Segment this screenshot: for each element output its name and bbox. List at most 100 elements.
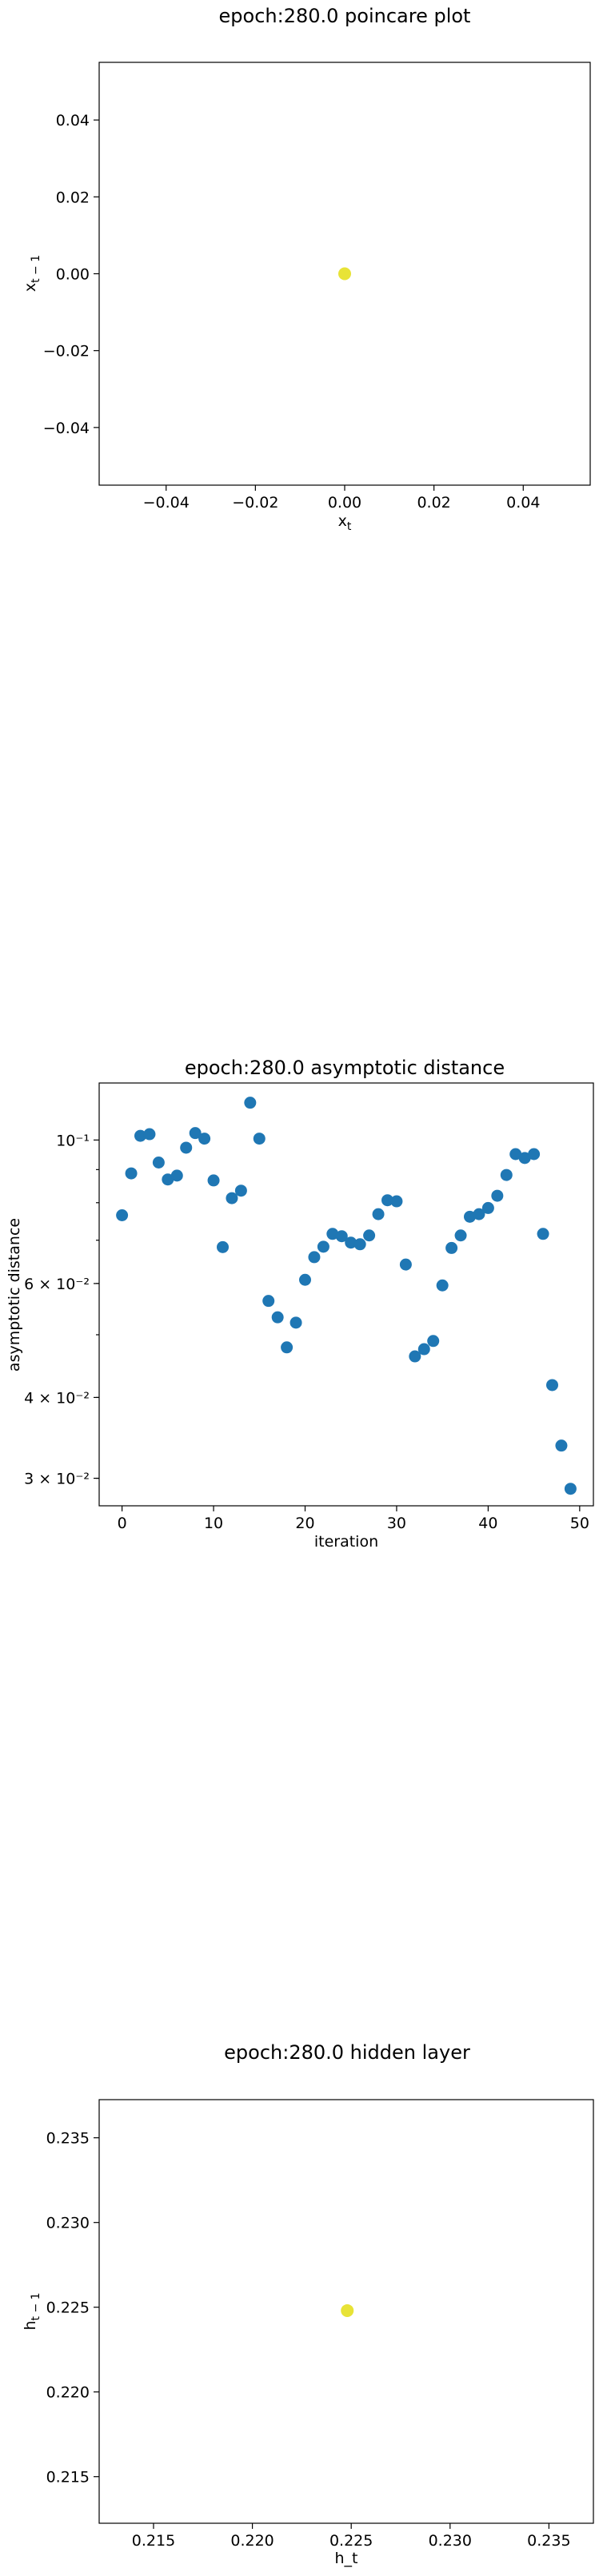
poincare-plot-xtick-label: −0.04	[143, 494, 190, 512]
asymptotic-distance-point	[152, 1157, 165, 1169]
asymptotic-distance-point	[244, 1097, 257, 1109]
asymptotic-distance-point	[308, 1251, 321, 1264]
asymptotic-distance-point	[473, 1208, 485, 1220]
asymptotic-distance-ytick-label: 10⁻¹	[56, 1132, 90, 1149]
asymptotic-distance-points	[116, 1097, 577, 1495]
poincare-plot-ytick-label: 0.04	[56, 112, 90, 129]
asymptotic-distance-point	[372, 1208, 385, 1220]
hidden-layer-ytick-label: 0.220	[46, 2384, 90, 2402]
asymptotic-distance-point	[180, 1141, 193, 1154]
asymptotic-distance-point	[262, 1295, 275, 1308]
asymptotic-distance-point	[409, 1350, 421, 1363]
poincare-plot-points	[338, 267, 351, 281]
asymptotic-distance-point	[363, 1229, 376, 1242]
asymptotic-distance-xlabel: iteration	[314, 1533, 378, 1551]
asymptotic-distance-point	[464, 1210, 476, 1223]
hidden-layer-points	[341, 2303, 354, 2317]
asymptotic-distance-point	[500, 1169, 513, 1181]
hidden-layer-ytick-label: 0.235	[46, 2130, 90, 2148]
poincare-plot-chart: epoch:280.0 poincare plot −0.04 −0.02 0.00…	[22, 5, 591, 533]
asymptotic-distance-point	[509, 1148, 522, 1161]
hidden-layer-xtick-label: 0.225	[329, 2532, 373, 2550]
asymptotic-distance-point	[427, 1335, 440, 1348]
poincare-plot-ytick-label: 0.00	[56, 266, 90, 284]
asymptotic-distance-point	[317, 1240, 329, 1253]
asymptotic-distance-point	[299, 1273, 311, 1286]
asymptotic-distance-xtick-label: 0	[118, 1515, 127, 1532]
asymptotic-distance-point	[481, 1201, 494, 1214]
poincare-plot-xtick-label: 0.00	[328, 494, 361, 512]
asymptotic-distance-point	[417, 1343, 430, 1356]
asymptotic-distance-chart: epoch:280.0 asymptotic distance 0 10 20 30 4…	[6, 1057, 594, 1551]
asymptotic-distance-point	[528, 1148, 541, 1161]
asymptotic-distance-xtick-label: 30	[387, 1515, 406, 1532]
hidden-layer-ytick-label: 0.230	[46, 2215, 90, 2232]
asymptotic-distance-point	[125, 1167, 138, 1180]
asymptotic-distance-point	[555, 1439, 568, 1452]
hidden-layer-ylabel: ht − 1	[22, 2292, 42, 2330]
hidden-layer-xtick-label: 0.235	[527, 2532, 570, 2550]
hidden-layer-xlabel: h_t	[335, 2550, 358, 2567]
hidden-layer-ytick-label: 0.225	[46, 2299, 90, 2317]
asymptotic-distance-point	[217, 1240, 229, 1253]
poincare-plot-xtick-label: −0.02	[232, 494, 278, 512]
poincare-plot-point	[338, 267, 351, 281]
hidden-layer-frame	[98, 2099, 594, 2524]
asymptotic-distance-point	[353, 1238, 366, 1251]
asymptotic-distance-point	[290, 1316, 302, 1329]
asymptotic-distance-ticks: 0 10 20 30 40 50 10⁻¹ 6 × 10⁻² 4 × 10⁻² 3 × 10⁻²	[24, 1132, 589, 1532]
asymptotic-distance-point	[271, 1311, 284, 1324]
asymptotic-distance-point	[399, 1258, 412, 1271]
asymptotic-distance-point	[491, 1189, 504, 1202]
asymptotic-distance-frame	[98, 1082, 594, 1507]
asymptotic-distance-xtick-label: 10	[204, 1515, 223, 1532]
asymptotic-distance-point	[564, 1483, 577, 1495]
hidden-layer-xtick-label: 0.215	[132, 2532, 175, 2550]
asymptotic-distance-ytick-label: 3 × 10⁻²	[24, 1471, 90, 1488]
asymptotic-distance-point	[537, 1228, 549, 1240]
asymptotic-distance-point	[162, 1173, 174, 1186]
poincare-plot-xlabel: xt	[338, 512, 352, 533]
asymptotic-distance-point	[335, 1230, 348, 1243]
poincare-plot-title: epoch:280.0 poincare plot	[219, 5, 471, 27]
asymptotic-distance-ytick-label: 6 × 10⁻²	[24, 1276, 90, 1293]
hidden-layer-ticks: 0.215 0.220 0.225 0.230 0.235 0.215 0.220 0.225…	[46, 2130, 571, 2550]
asymptotic-distance-xtick-label: 40	[478, 1515, 497, 1532]
asymptotic-distance-point	[170, 1169, 183, 1182]
asymptotic-distance-xtick-label: 50	[570, 1515, 589, 1532]
asymptotic-distance-point	[345, 1236, 357, 1249]
asymptotic-distance-xtick-label: 20	[295, 1515, 314, 1532]
asymptotic-distance-point	[546, 1379, 558, 1392]
asymptotic-distance-point	[454, 1229, 467, 1242]
poincare-plot-xtick-label: 0.02	[417, 494, 450, 512]
asymptotic-distance-point	[518, 1152, 531, 1165]
asymptotic-distance-point	[326, 1228, 339, 1240]
asymptotic-distance-point	[189, 1127, 202, 1140]
asymptotic-distance-ylabel: asymptotic distance	[6, 1218, 23, 1372]
poincare-plot-ylabel: xt − 1	[22, 255, 42, 292]
asymptotic-distance-point	[134, 1129, 146, 1142]
asymptotic-distance-point	[234, 1184, 247, 1197]
hidden-layer-chart: epoch:280.0 hidden layer 0.215 0.220 0.225…	[22, 2041, 594, 2567]
asymptotic-distance-point	[253, 1133, 266, 1145]
asymptotic-distance-ytick-label: 4 × 10⁻²	[24, 1389, 90, 1407]
asymptotic-distance-point	[207, 1174, 220, 1187]
poincare-plot-ytick-label: −0.04	[43, 420, 90, 437]
hidden-layer-title: epoch:280.0 hidden layer	[224, 2041, 470, 2064]
poincare-plot-ytick-label: 0.02	[56, 189, 90, 206]
hidden-layer-xtick-label: 0.230	[429, 2532, 472, 2550]
asymptotic-distance-point	[116, 1209, 129, 1222]
hidden-layer-ytick-label: 0.215	[46, 2469, 90, 2486]
asymptotic-distance-point	[198, 1133, 211, 1145]
asymptotic-distance-title: epoch:280.0 asymptotic distance	[185, 1057, 505, 1079]
asymptotic-distance-point	[445, 1241, 458, 1254]
hidden-layer-point	[341, 2303, 354, 2317]
asymptotic-distance-point	[143, 1128, 156, 1141]
asymptotic-distance-point	[436, 1279, 449, 1292]
poincare-plot-ytick-label: −0.02	[43, 343, 90, 360]
asymptotic-distance-point	[281, 1341, 294, 1354]
asymptotic-distance-point	[390, 1195, 403, 1208]
asymptotic-distance-point	[226, 1192, 238, 1204]
hidden-layer-xtick-label: 0.220	[230, 2532, 274, 2550]
